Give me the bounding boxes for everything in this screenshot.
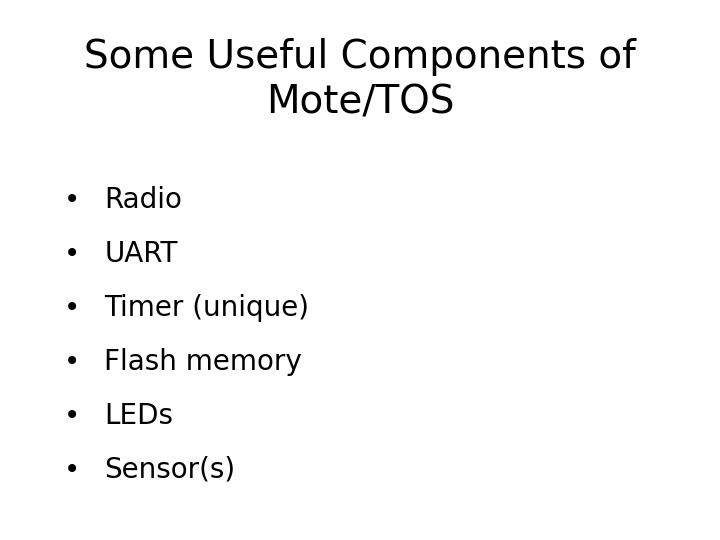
Text: •: • — [64, 402, 80, 430]
Text: Timer (unique): Timer (unique) — [104, 294, 310, 322]
Text: LEDs: LEDs — [104, 402, 174, 430]
Text: Sensor(s): Sensor(s) — [104, 456, 235, 484]
Text: •: • — [64, 186, 80, 214]
Text: Radio: Radio — [104, 186, 182, 214]
Text: •: • — [64, 456, 80, 484]
Text: •: • — [64, 294, 80, 322]
Text: Flash memory: Flash memory — [104, 348, 302, 376]
Text: •: • — [64, 348, 80, 376]
Text: UART: UART — [104, 240, 178, 268]
Text: Some Useful Components of
Mote/TOS: Some Useful Components of Mote/TOS — [84, 38, 636, 122]
Text: •: • — [64, 240, 80, 268]
